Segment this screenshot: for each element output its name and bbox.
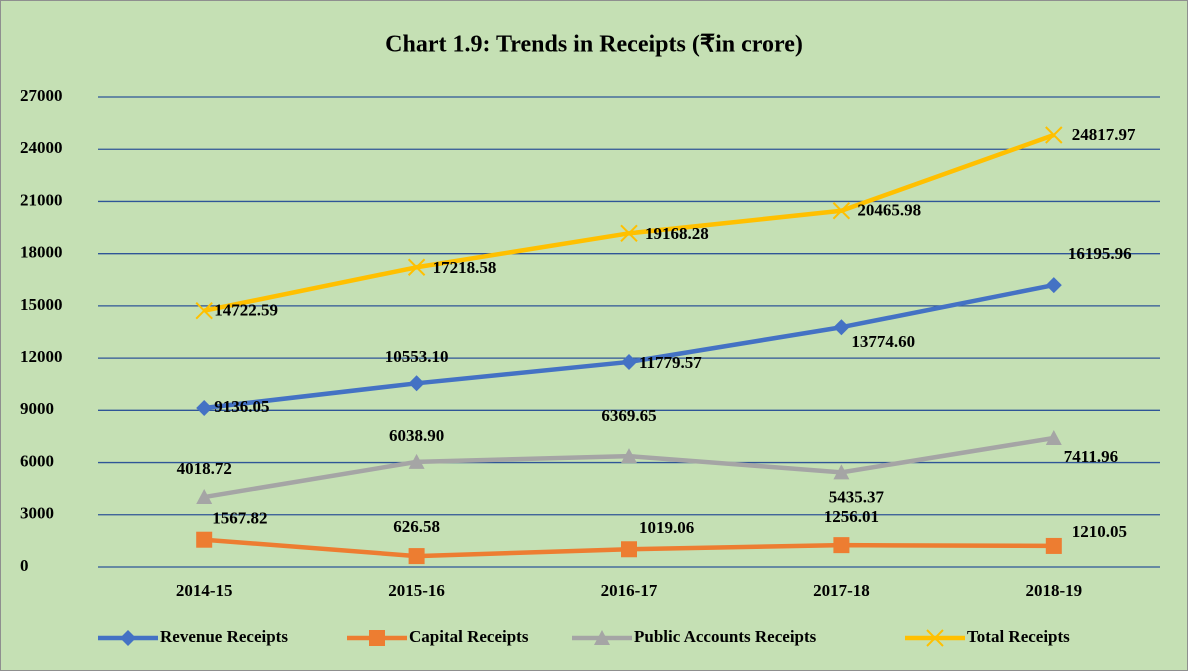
data-label: 9136.05 bbox=[214, 397, 269, 416]
data-point bbox=[1045, 429, 1062, 445]
legend-marker bbox=[926, 629, 944, 647]
legend-marker bbox=[120, 630, 136, 646]
y-tick-label: 27000 bbox=[20, 86, 63, 105]
x-tick-label: 2018-19 bbox=[1025, 581, 1082, 600]
y-tick-label: 15000 bbox=[20, 295, 63, 314]
data-point bbox=[1045, 537, 1062, 554]
data-point bbox=[620, 224, 638, 243]
data-label: 24817.97 bbox=[1072, 125, 1136, 144]
data-label: 19168.28 bbox=[645, 224, 709, 243]
legend-label: Public Accounts Receipts bbox=[634, 627, 817, 646]
y-tick-label: 21000 bbox=[20, 190, 63, 209]
data-point bbox=[1045, 126, 1063, 144]
data-point bbox=[196, 399, 213, 416]
legend-marker bbox=[594, 630, 610, 645]
data-label: 1210.05 bbox=[1072, 522, 1127, 541]
data-label: 20465.98 bbox=[857, 201, 921, 220]
y-tick-label: 18000 bbox=[20, 243, 63, 262]
data-label: 16195.96 bbox=[1068, 244, 1132, 263]
data-point bbox=[621, 353, 637, 370]
chart-title: Chart 1.9: Trends in Receipts (₹in crore… bbox=[385, 32, 803, 58]
data-label: 1019.06 bbox=[639, 518, 694, 537]
data-label: 13774.60 bbox=[851, 332, 915, 351]
legend-label: Capital Receipts bbox=[409, 627, 529, 646]
y-tick-label: 6000 bbox=[20, 451, 54, 470]
data-point bbox=[195, 302, 213, 320]
y-tick-label: 12000 bbox=[20, 347, 63, 366]
data-point bbox=[1045, 277, 1062, 294]
data-point bbox=[621, 448, 637, 464]
data-point bbox=[621, 541, 637, 558]
data-label: 7411.96 bbox=[1064, 447, 1118, 466]
data-label: 6369.65 bbox=[601, 406, 656, 425]
x-tick-label: 2015-16 bbox=[388, 581, 445, 600]
data-point bbox=[408, 375, 425, 392]
data-point bbox=[408, 453, 425, 469]
y-tick-label: 0 bbox=[20, 556, 29, 575]
data-point bbox=[196, 489, 213, 505]
legend-label: Total Receipts bbox=[967, 627, 1070, 646]
data-label: 17218.58 bbox=[433, 258, 497, 277]
x-tick-label: 2017-18 bbox=[813, 581, 870, 600]
y-tick-label: 9000 bbox=[20, 399, 54, 418]
y-tick-label: 3000 bbox=[20, 504, 54, 523]
data-point bbox=[833, 464, 850, 480]
x-tick-label: 2016-17 bbox=[601, 581, 658, 600]
data-point bbox=[196, 531, 213, 548]
legend-label: Revenue Receipts bbox=[160, 627, 288, 646]
data-point bbox=[833, 537, 850, 554]
data-label: 6038.90 bbox=[389, 426, 444, 445]
data-label: 14722.59 bbox=[214, 301, 278, 320]
data-point bbox=[832, 202, 851, 220]
data-point bbox=[407, 258, 426, 276]
data-point bbox=[833, 319, 850, 336]
legend-marker bbox=[369, 630, 385, 646]
data-label: 1567.82 bbox=[212, 509, 267, 528]
x-tick-label: 2014-15 bbox=[176, 581, 233, 600]
data-label: 11779.57 bbox=[639, 353, 702, 372]
data-label: 626.58 bbox=[393, 517, 440, 536]
data-label: 10553.10 bbox=[385, 347, 449, 366]
data-label: 4018.72 bbox=[177, 459, 232, 478]
data-label: 1256.01 bbox=[824, 507, 879, 526]
data-point bbox=[408, 548, 425, 565]
y-tick-label: 24000 bbox=[20, 138, 63, 157]
data-label: 5435.37 bbox=[829, 487, 885, 506]
